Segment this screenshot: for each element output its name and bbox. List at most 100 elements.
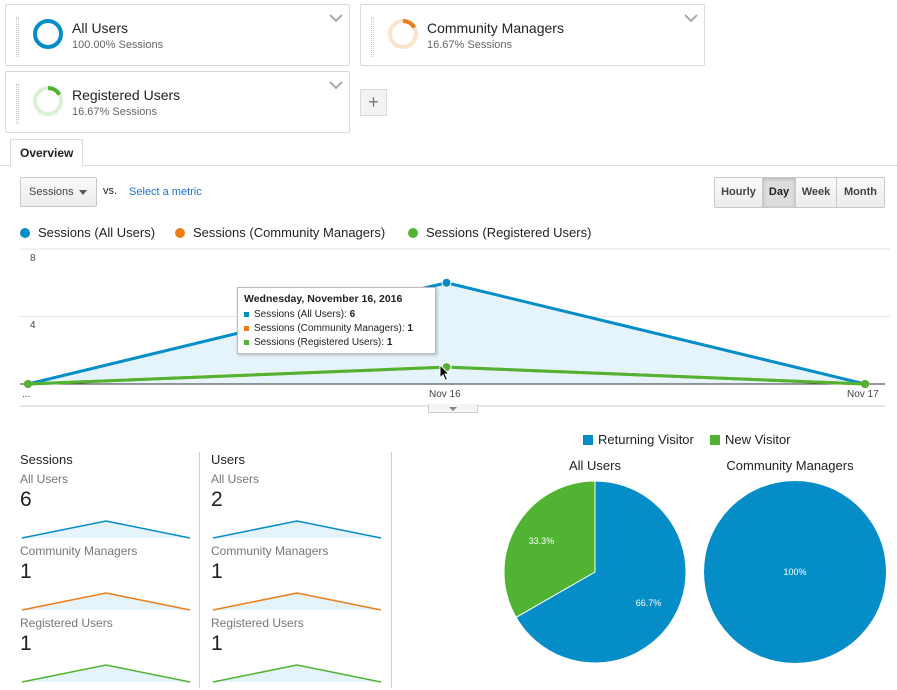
segment-label: All Users [20,472,69,486]
summary-divider [391,452,392,688]
vs-label: vs. [103,185,118,197]
granularity-hourly-button[interactable]: Hourly [714,177,763,208]
segment-card-all-users[interactable]: All Users 100.00% Sessions [5,4,350,66]
drag-handle[interactable] [371,17,374,57]
x-tick-label: Nov 16 [429,389,461,400]
tab-bar-divider [0,165,897,166]
sparkline-line [21,520,191,539]
metric-summary-row[interactable]: Community Managers 1 [211,544,391,616]
metric-value: 1 [211,560,223,583]
pie-title-all-users: All Users [568,458,621,473]
segment-label: Community Managers [20,544,138,558]
caret-down-icon [79,190,87,195]
tooltip-row-label: Sessions (Registered Users): [254,337,385,348]
pie-slice [704,481,886,663]
series-area-all-users [28,282,865,384]
sparkline-line [212,592,382,611]
tooltip-row-community-managers: Sessions (Community Managers): 1 [244,323,429,334]
chart-legend-registered-users[interactable]: Sessions (Registered Users) [408,225,591,240]
drag-handle[interactable] [16,84,19,124]
sparkline-area [213,665,381,682]
metric-summary-row[interactable]: Registered Users 1 [211,616,391,688]
segment-sessions-share: 100.00% Sessions [72,39,164,51]
sparkline-line [21,592,191,611]
legend-dot [20,228,30,238]
tooltip-row-value: 1 [386,337,393,348]
legend-label: Sessions (Community Managers) [193,225,386,240]
sparkline-area [22,521,190,538]
select-metric-link[interactable]: Select a metric [129,186,202,198]
pie-slice [503,480,596,619]
chart-collapse-handle[interactable] [428,404,478,414]
segment-label: Registered Users [211,616,304,630]
metric-summary-row[interactable]: Registered Users 1 [20,616,200,688]
sparkline [21,592,191,611]
tooltip-swatch [244,340,249,345]
x-tick-label: ... [22,389,31,400]
chart-legend-all-users[interactable]: Sessions (All Users) [20,225,155,240]
metric-summary-sessions: Sessions All Users 6 Community Managers … [20,452,200,683]
tab-overview[interactable]: Overview [10,139,84,167]
tooltip-row-label: Sessions (All Users): [254,309,347,320]
sparkline [21,520,191,539]
pie-legend-returning-visitor: Returning Visitor [583,432,694,447]
sparkline-area [22,593,190,610]
sessions-line-chart[interactable] [0,240,897,420]
legend-swatch [710,435,720,445]
tooltip-row-value: 1 [407,323,413,334]
legend-label: Sessions (All Users) [38,225,156,240]
pie-title-community-managers: Community Managers [726,458,854,473]
metric-select-value: Sessions [29,186,74,198]
metric-summary-row[interactable]: Community Managers 1 [20,544,200,616]
x-tick-label: Nov 17 [847,389,879,400]
segment-name: Registered Users [72,87,181,103]
y-tick-label: 4 [30,320,36,331]
sparkline [212,592,382,611]
summary-divider [199,452,200,688]
chevron-down-icon[interactable] [329,13,343,23]
chevron-down-icon[interactable] [684,13,698,23]
metric-value: 1 [211,632,223,655]
legend-label: Sessions (Registered Users) [426,225,592,240]
segment-label: Registered Users [20,616,113,630]
tooltip-row-value: 6 [349,309,356,320]
segment-card-community-managers[interactable]: Community Managers 16.67% Sessions [360,4,705,66]
legend-label: New Visitor [725,432,791,447]
chart-tooltip: Wednesday, November 16, 2016 Sessions (A… [237,287,436,354]
sparkline-line [212,520,382,539]
drag-handle[interactable] [16,17,19,57]
legend-label: Returning Visitor [598,432,694,447]
metric-select[interactable]: Sessions [20,177,97,207]
segment-sessions-share: 16.67% Sessions [72,106,157,118]
metric-value: 6 [20,488,32,511]
sparkline-area [213,521,381,538]
chevron-down-icon[interactable] [329,80,343,90]
granularity-month-button[interactable]: Month [836,177,885,208]
metric-summary-row[interactable]: All Users 6 [20,472,200,544]
granularity-day-button[interactable]: Day [762,177,796,208]
metric-summary-row[interactable]: All Users 2 [211,472,391,544]
segment-name: Community Managers [427,20,564,36]
y-tick-label: 8 [30,253,36,264]
segment-donut-community-managers [388,19,418,49]
add-segment-button[interactable]: + [360,89,387,116]
segment-card-registered-users[interactable]: Registered Users 16.67% Sessions [5,71,350,133]
metric-value: 2 [211,488,223,511]
legend-swatch [583,435,593,445]
chart-legend-community-managers[interactable]: Sessions (Community Managers) [175,225,385,240]
metric-summary-header: Sessions [20,452,73,467]
legend-dot [408,228,418,238]
segment-label: Community Managers [211,544,329,558]
sparkline-area [213,593,381,610]
pie-slice-label: 33.3% [529,536,555,546]
metric-summary-users: Users All Users 2 Community Managers 1 R… [211,452,391,683]
segment-label: All Users [211,472,260,486]
pie-slice-label: 100% [783,567,806,577]
data-point [24,380,32,388]
sparkline [212,664,382,683]
tooltip-row-registered-users: Sessions (Registered Users): 1 [244,337,429,348]
granularity-week-button[interactable]: Week [795,177,837,208]
data-point [861,380,869,388]
sparkline-line [21,664,191,683]
segment-donut-registered-users [33,86,63,116]
